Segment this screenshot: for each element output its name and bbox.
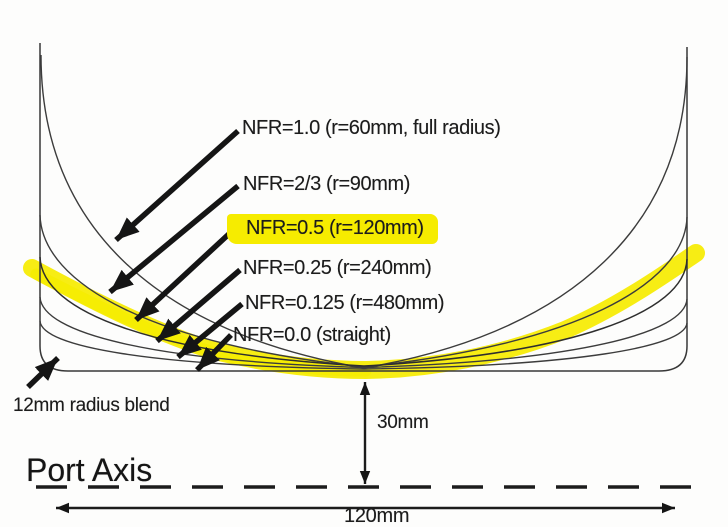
highlighter-stroke-overlap bbox=[30, 268, 372, 377]
annotation-arrow-nfr-1-0 bbox=[114, 128, 240, 243]
annotation-arrow-nfr-2-3 bbox=[108, 183, 240, 295]
flare-curve-nfr-0-25 bbox=[39, 296, 688, 369]
annotation-arrow-nfr-0-5 bbox=[134, 230, 232, 323]
curve-label-nfr-1-0: NFR=1.0 (r=60mm, full radius) bbox=[242, 117, 501, 139]
curve-label-nfr-2-3: NFR=2/3 (r=90mm) bbox=[243, 173, 410, 195]
width-dimension-label: 120mm bbox=[344, 505, 410, 527]
blend-dimension-label: 12mm radius blend bbox=[13, 395, 170, 416]
annotation-arrow-nfr-0-25 bbox=[155, 267, 242, 344]
annotation-arrow-nfr-0-125 bbox=[176, 301, 244, 360]
curve-label-nfr-0-25: NFR=0.25 (r=240mm) bbox=[243, 257, 432, 279]
annotation-arrow-nfr-0-0 bbox=[195, 333, 233, 372]
port-axis-label: Port Axis bbox=[26, 452, 153, 488]
flare-curve-nfr-0-125 bbox=[39, 320, 688, 370]
curve-label-nfr-0-125: NFR=0.125 (r=480mm) bbox=[245, 292, 445, 314]
blend-arrow bbox=[26, 356, 60, 389]
curve-label-nfr-0-5: NFR=0.5 (r=120mm) bbox=[227, 214, 438, 244]
height-dimension-label: 30mm bbox=[377, 412, 429, 433]
curve-label-nfr-0-0: NFR=0.0 (straight) bbox=[233, 324, 391, 346]
port-wall-outline bbox=[39, 43, 688, 372]
flare-curve-nfr-0-5 bbox=[39, 256, 688, 367]
